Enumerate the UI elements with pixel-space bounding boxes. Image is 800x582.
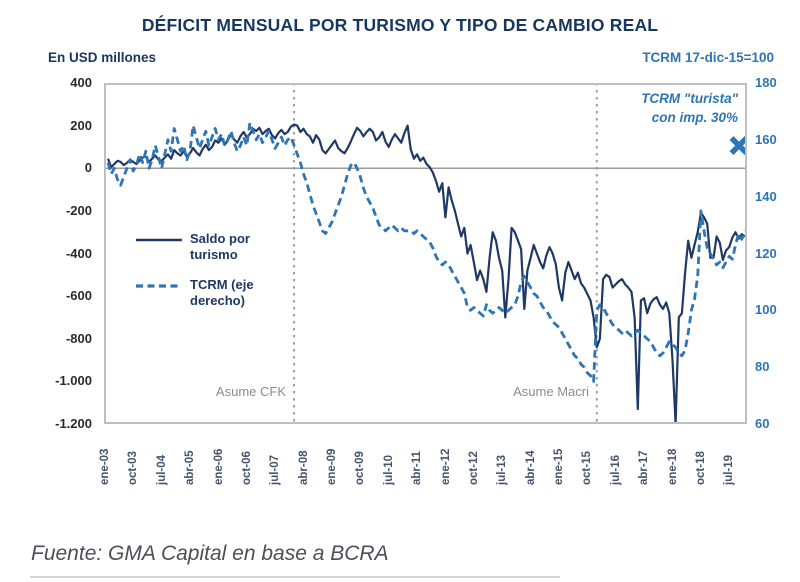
tcrm-line-swatch bbox=[136, 283, 182, 288]
right-axis-tick: 60 bbox=[755, 416, 770, 431]
tcrm-turista-marker bbox=[729, 136, 749, 155]
x-axis-tick: ene-06 bbox=[212, 448, 225, 485]
x-axis-tick: jul-10 bbox=[382, 454, 395, 485]
left-axis-tick: 0 bbox=[84, 160, 92, 176]
left-axis-tick: -600 bbox=[65, 288, 92, 304]
bottom-divider bbox=[30, 576, 560, 578]
x-axis-tick: abr-05 bbox=[184, 450, 197, 485]
chart-title: DÉFICIT MENSUAL POR TURISMO Y TIPO DE CA… bbox=[141, 15, 659, 35]
left-axis-tick: -1.200 bbox=[55, 416, 92, 431]
x-axis-tick: ene-12 bbox=[439, 448, 452, 485]
left-axis-tick: -400 bbox=[65, 245, 92, 261]
right-axis-tick: 140 bbox=[755, 188, 777, 204]
x-axis-tick: ene-18 bbox=[666, 448, 679, 485]
left-axis-tick: 200 bbox=[70, 117, 92, 133]
left-axis-unit: En USD millones bbox=[48, 50, 157, 65]
x-axis-tick: oct-09 bbox=[354, 451, 367, 485]
annotation-line2: con imp. 30% bbox=[651, 109, 738, 125]
right-axis-tick: 100 bbox=[755, 302, 777, 318]
right-axis-tick: 80 bbox=[755, 359, 770, 375]
right-axis-unit: TCRM 17-dic-15=100 bbox=[642, 50, 774, 65]
x-axis-tick: ene-09 bbox=[326, 448, 339, 485]
annotation-line1: TCRM "turista" bbox=[641, 91, 738, 106]
x-axis-tick: oct-12 bbox=[467, 451, 480, 485]
legend-entry-saldo: Saldo por turismo bbox=[136, 231, 276, 264]
x-axis-tick: jul-19 bbox=[723, 454, 736, 485]
saldo-line-swatch bbox=[136, 238, 182, 242]
x-axis-tick: ene-15 bbox=[553, 448, 566, 485]
plot-svg bbox=[104, 83, 749, 426]
tcrm-line bbox=[106, 121, 747, 383]
x-axis-tick: abr-14 bbox=[524, 450, 537, 485]
left-axis-tick: -200 bbox=[65, 202, 92, 218]
right-axis-tick: 120 bbox=[755, 245, 777, 261]
x-axis-tick: oct-03 bbox=[127, 451, 140, 485]
x-axis-tick: jul-07 bbox=[269, 454, 282, 485]
left-axis-tick: 400 bbox=[70, 75, 92, 90]
plot-border bbox=[104, 83, 747, 424]
x-axis-tick: oct-06 bbox=[240, 451, 253, 485]
saldo-line bbox=[106, 123, 746, 426]
x-axis-tick: oct-18 bbox=[695, 451, 707, 485]
left-axis-tick: -800 bbox=[65, 330, 92, 346]
tcrm-turista-annotation: TCRM "turista" con imp. 30% bbox=[641, 90, 738, 128]
x-axis-tick: jul-04 bbox=[155, 454, 168, 485]
legend-label-tcrm: TCRM (eje derecho) bbox=[190, 276, 254, 308]
x-axis-tick: abr-11 bbox=[411, 451, 424, 485]
x-axis-tick: abr-08 bbox=[297, 450, 310, 485]
legend: Saldo por turismo TCRM (eje derecho) bbox=[136, 231, 276, 322]
right-axis-tick: 160 bbox=[755, 131, 777, 147]
x-axis-tick: ene-03 bbox=[99, 448, 111, 485]
event-label-cfk: Asume CFK bbox=[215, 384, 286, 399]
x-axis-tick: abr-17 bbox=[638, 450, 651, 485]
legend-label-saldo: Saldo por turismo bbox=[190, 231, 250, 263]
legend-entry-tcrm: TCRM (eje derecho) bbox=[136, 277, 276, 310]
x-axis-tick: oct-15 bbox=[581, 451, 594, 485]
x-axis-tick: jul-13 bbox=[496, 454, 509, 485]
event-label-macri: Asume Macri bbox=[513, 384, 589, 399]
source-note: Fuente: GMA Capital en base a BCRA bbox=[31, 542, 389, 565]
plot-area bbox=[104, 83, 749, 426]
x-axis-tick: jul-16 bbox=[609, 454, 622, 485]
right-axis-tick: 180 bbox=[755, 75, 777, 90]
left-axis-tick: -1.000 bbox=[55, 373, 92, 389]
